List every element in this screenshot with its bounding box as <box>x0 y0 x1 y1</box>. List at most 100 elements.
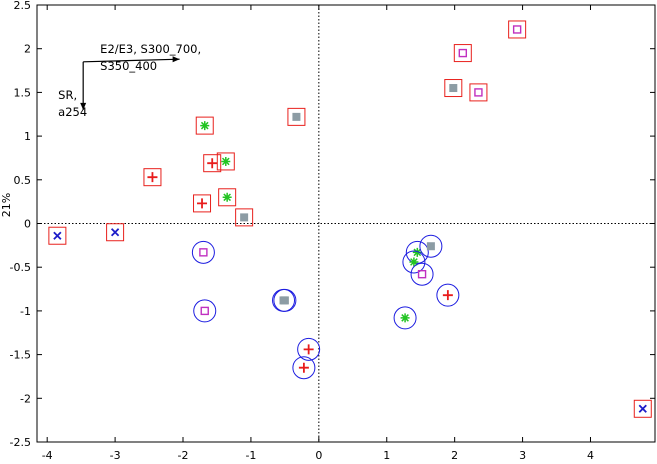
asterisk-marker <box>412 247 422 257</box>
x-tick-label: 2 <box>451 449 458 462</box>
data-point <box>287 107 306 126</box>
square-outline <box>287 107 306 126</box>
circle-outline <box>410 262 434 286</box>
asterisk-marker <box>200 121 210 131</box>
data-point <box>272 288 296 312</box>
open-square-marker <box>512 25 522 34</box>
x-tick-label: -3 <box>110 449 121 462</box>
x-marker <box>110 228 120 237</box>
y-tick-label: 0 <box>24 218 31 231</box>
square-outline <box>508 20 527 39</box>
data-points <box>48 20 652 418</box>
y-tick-label: -2.5 <box>10 436 31 449</box>
plus-marker <box>303 344 314 355</box>
asterisk-marker <box>400 313 410 323</box>
filled-square-marker <box>292 112 301 121</box>
circle-outline <box>402 250 426 274</box>
circle-outline <box>297 337 321 361</box>
circle-outline <box>436 283 460 307</box>
y-axis: -2.5 -2 -1.5 -1 -0.5 0 0.5 1 1.5 2 2.5 <box>10 0 655 449</box>
square-outline <box>216 152 235 171</box>
x-tick-label: 4 <box>587 449 594 462</box>
data-point <box>48 226 67 245</box>
arrow-line-right <box>83 58 180 63</box>
data-point <box>633 399 652 418</box>
y-tick-label: 2 <box>24 43 31 56</box>
x-axis: -4 -3 -2 -1 0 1 2 3 4 <box>42 5 594 462</box>
square-outline <box>444 79 463 98</box>
square-outline <box>193 194 212 213</box>
y-tick-label: 0.5 <box>14 174 32 187</box>
square-outline <box>48 226 67 245</box>
arrow-label-down-line2: a254 <box>58 105 87 119</box>
data-point <box>393 306 417 330</box>
circle-outline <box>193 299 217 323</box>
x-tick-label: -1 <box>245 449 256 462</box>
arrow-label-down: SR, <box>58 88 77 102</box>
data-point <box>419 234 443 258</box>
circle-outline <box>191 240 215 264</box>
x-tick-label: 1 <box>383 449 390 462</box>
square-outline <box>218 188 237 207</box>
data-point <box>193 299 217 323</box>
data-point <box>436 283 460 307</box>
data-point <box>235 208 254 227</box>
data-point <box>469 83 488 102</box>
square-outline <box>106 223 125 242</box>
open-square-marker <box>199 248 208 257</box>
y-axis-label: 21% <box>0 193 13 217</box>
x-tick-label: 3 <box>519 449 526 462</box>
plus-marker <box>442 290 453 301</box>
circle-outline <box>292 356 316 380</box>
x-tick-label: -2 <box>178 449 189 462</box>
plus-marker <box>298 362 309 373</box>
data-point <box>402 250 426 274</box>
square-outline <box>453 44 472 63</box>
y-tick-label: 2.5 <box>14 0 32 12</box>
y-tick-label: 1.5 <box>14 86 32 99</box>
data-point <box>191 240 215 264</box>
open-square-marker <box>417 269 427 279</box>
circle-outline <box>419 234 443 258</box>
square-outline <box>203 154 222 173</box>
open-square-marker <box>200 306 209 316</box>
open-square-marker <box>474 88 483 97</box>
square-outline <box>195 116 214 135</box>
plus-marker <box>147 172 158 183</box>
filled-square-marker <box>279 296 288 305</box>
data-point <box>216 152 235 171</box>
data-point <box>193 194 212 213</box>
open-square-marker <box>458 48 468 58</box>
square-outline <box>633 399 652 418</box>
arrow-label-right-line2: S350_400 <box>100 59 157 73</box>
loading-arrows: E2/E3, S300_700, S350_400 SR, a254 <box>58 42 201 119</box>
data-point <box>453 44 472 63</box>
data-point <box>218 188 237 207</box>
square-outline <box>469 83 488 102</box>
y-tick-label: -1.5 <box>10 349 31 362</box>
asterisk-marker <box>409 257 419 267</box>
square-outline <box>235 208 254 227</box>
data-point <box>410 262 434 286</box>
filled-square-marker <box>426 242 435 251</box>
plus-marker <box>197 198 208 209</box>
data-point <box>405 240 429 264</box>
data-point <box>195 116 214 135</box>
y-tick-label: -0.5 <box>10 261 31 274</box>
arrow-label-right: E2/E3, S300_700, <box>100 42 201 56</box>
arrowhead-right <box>172 56 180 63</box>
data-point <box>297 337 321 361</box>
data-point <box>203 154 222 173</box>
asterisk-marker <box>221 156 231 166</box>
arrowhead-down <box>80 102 87 110</box>
data-point <box>292 356 316 380</box>
y-tick-label: -1 <box>20 305 31 318</box>
filled-square-marker <box>449 84 458 93</box>
circle-outline <box>405 240 429 264</box>
x-marker <box>638 404 647 413</box>
data-point <box>508 20 527 39</box>
zero-lines <box>37 5 655 442</box>
y-tick-label: 1 <box>24 130 31 143</box>
asterisk-marker <box>222 192 232 202</box>
